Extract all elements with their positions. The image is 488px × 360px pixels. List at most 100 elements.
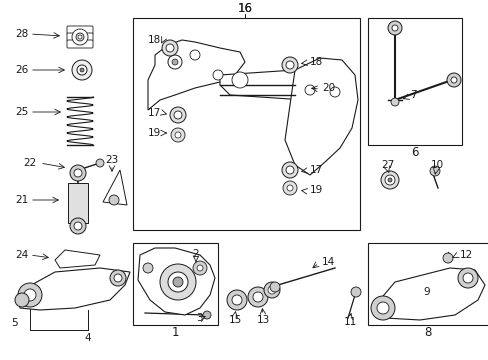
Polygon shape — [103, 170, 127, 205]
Circle shape — [72, 60, 92, 80]
Bar — [367, 18, 461, 145]
Circle shape — [170, 107, 185, 123]
Bar — [133, 18, 359, 230]
Text: 17: 17 — [148, 108, 161, 118]
Circle shape — [70, 165, 86, 181]
Circle shape — [384, 175, 394, 185]
Text: 8: 8 — [424, 325, 431, 338]
Polygon shape — [372, 268, 484, 320]
Circle shape — [70, 218, 86, 234]
Text: 21: 21 — [15, 195, 29, 205]
Circle shape — [203, 311, 210, 319]
Circle shape — [387, 178, 391, 182]
Text: 12: 12 — [459, 250, 472, 260]
Text: 27: 27 — [381, 160, 394, 170]
Circle shape — [429, 166, 439, 176]
Circle shape — [231, 295, 242, 305]
Circle shape — [197, 265, 203, 271]
Circle shape — [283, 181, 296, 195]
Text: 19: 19 — [148, 128, 161, 138]
Circle shape — [72, 29, 88, 45]
Text: 16: 16 — [237, 3, 252, 15]
Bar — [133, 243, 218, 325]
Text: 17: 17 — [309, 165, 323, 175]
Circle shape — [252, 292, 263, 302]
Circle shape — [173, 277, 183, 287]
Circle shape — [168, 55, 182, 69]
Polygon shape — [18, 268, 130, 310]
Text: 7: 7 — [409, 90, 415, 100]
Circle shape — [174, 111, 182, 119]
Circle shape — [160, 264, 196, 300]
Text: 6: 6 — [410, 145, 418, 158]
Circle shape — [193, 261, 206, 275]
Circle shape — [282, 57, 297, 73]
Circle shape — [446, 73, 460, 87]
Circle shape — [247, 287, 267, 307]
Circle shape — [172, 59, 178, 65]
Circle shape — [142, 263, 153, 273]
Circle shape — [457, 268, 477, 288]
Circle shape — [387, 21, 401, 35]
Circle shape — [15, 293, 29, 307]
Circle shape — [267, 286, 275, 294]
Text: 11: 11 — [343, 317, 356, 327]
Text: 19: 19 — [309, 185, 323, 195]
FancyBboxPatch shape — [67, 40, 93, 48]
Circle shape — [282, 162, 297, 178]
Circle shape — [110, 270, 126, 286]
Polygon shape — [285, 58, 357, 175]
Polygon shape — [138, 248, 215, 315]
Circle shape — [96, 159, 104, 167]
Text: 18: 18 — [148, 35, 161, 45]
FancyBboxPatch shape — [67, 26, 93, 34]
FancyBboxPatch shape — [67, 33, 93, 41]
Text: 20: 20 — [321, 83, 334, 93]
Circle shape — [442, 253, 452, 263]
Circle shape — [329, 87, 339, 97]
Circle shape — [171, 128, 184, 142]
Circle shape — [213, 70, 223, 80]
Text: 23: 23 — [105, 155, 119, 165]
Bar — [305, 82, 339, 105]
Circle shape — [165, 44, 174, 52]
Text: 3: 3 — [196, 313, 202, 323]
Circle shape — [285, 166, 293, 174]
Text: 2: 2 — [192, 249, 199, 259]
Circle shape — [264, 282, 280, 298]
Polygon shape — [148, 40, 244, 110]
Circle shape — [78, 35, 82, 39]
Circle shape — [109, 195, 119, 205]
Text: 4: 4 — [84, 333, 91, 343]
Circle shape — [80, 68, 84, 72]
Circle shape — [231, 72, 247, 88]
Circle shape — [18, 283, 42, 307]
Text: 14: 14 — [321, 257, 335, 267]
Circle shape — [450, 77, 456, 83]
Text: 28: 28 — [15, 29, 29, 39]
Circle shape — [376, 302, 388, 314]
Circle shape — [380, 171, 398, 189]
Circle shape — [226, 290, 246, 310]
Polygon shape — [55, 250, 100, 268]
Text: 9: 9 — [423, 287, 429, 297]
Bar — [68, 183, 88, 223]
Text: 18: 18 — [309, 57, 323, 67]
Circle shape — [74, 222, 82, 230]
Circle shape — [390, 98, 398, 106]
Circle shape — [286, 185, 292, 191]
Circle shape — [269, 282, 280, 292]
Circle shape — [175, 132, 181, 138]
Circle shape — [77, 65, 87, 75]
Circle shape — [24, 289, 36, 301]
Text: 15: 15 — [228, 315, 241, 325]
Text: 24: 24 — [15, 250, 29, 260]
Circle shape — [74, 169, 82, 177]
Polygon shape — [220, 70, 325, 100]
Text: 13: 13 — [256, 315, 269, 325]
Text: 10: 10 — [429, 160, 443, 170]
Text: 1: 1 — [171, 325, 179, 338]
Circle shape — [391, 25, 397, 31]
Text: 22: 22 — [23, 158, 37, 168]
Circle shape — [190, 50, 200, 60]
